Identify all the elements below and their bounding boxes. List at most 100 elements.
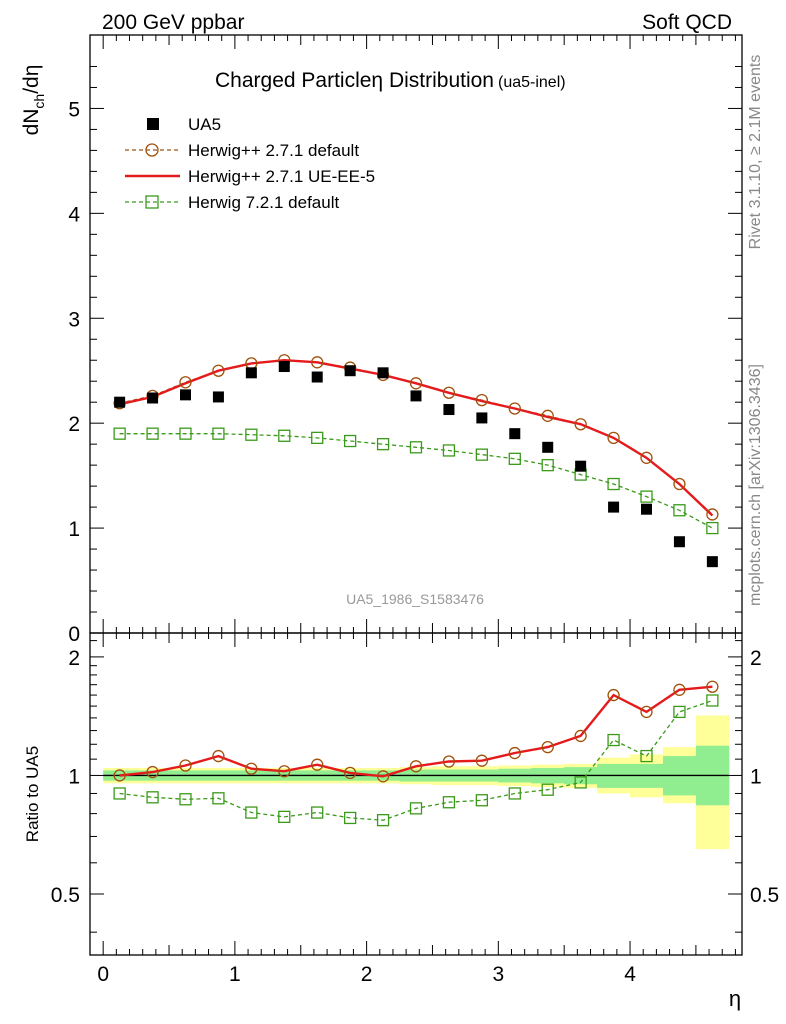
ratio-herwigpp-default-point bbox=[706, 680, 719, 693]
ratio-herwig721-point bbox=[574, 776, 587, 789]
chart-title-symbol: η bbox=[371, 69, 383, 92]
x-tick-label: 1 bbox=[229, 963, 241, 986]
ratio-herwig721-point bbox=[179, 793, 192, 806]
bottom-y-tick-labels-right: 0.5 1 2 bbox=[750, 647, 779, 907]
bottom-axis-ticks bbox=[90, 633, 742, 955]
top-herwig721-line bbox=[119, 433, 713, 529]
top-herwig721-point bbox=[179, 427, 192, 440]
rivet-label: Rivet 3.1.10, ≥ 2.1M events bbox=[747, 55, 764, 250]
top-herwig721-point bbox=[706, 521, 719, 535]
ratio-herwig721-point bbox=[278, 810, 291, 824]
top-y-tick-label: 5 bbox=[68, 98, 80, 121]
chart-title-suffix: (ua5-inel) bbox=[498, 74, 566, 91]
bottom-y-tick-label-right: 0.5 bbox=[750, 884, 779, 907]
legend-marker-ua5 bbox=[147, 118, 159, 130]
ratio-herwigpp-default-point bbox=[245, 762, 258, 775]
ratio-herwig721-point bbox=[442, 796, 456, 809]
legend-label-herwigpp-default: Herwig++ 2.7.1 default bbox=[188, 141, 359, 160]
top-herwig721-point bbox=[278, 429, 291, 442]
legend-label-herwig721: Herwig 7.2.1 default bbox=[188, 193, 339, 212]
top-herwigpp-default-point bbox=[541, 409, 554, 422]
ratio-herwig721-point bbox=[212, 792, 225, 805]
ratio-herwig721-point bbox=[607, 733, 620, 747]
ua5-data-point bbox=[344, 365, 356, 377]
ratio-herwigpp-default-point bbox=[541, 740, 554, 754]
top-herwigpp-default-point bbox=[706, 508, 719, 521]
ratio-herwigpp-default-point bbox=[508, 746, 521, 760]
ratio-herwigpp-default-point bbox=[278, 765, 291, 778]
ratio-herwigpp-default-point bbox=[673, 683, 686, 696]
legend-label-herwigpp-ueee5: Herwig++ 2.7.1 UE-EE-5 bbox=[188, 167, 375, 186]
top-herwigpp-default-point bbox=[640, 451, 653, 464]
ratio-herwig721-point bbox=[508, 787, 521, 800]
top-ylabel-tail: /dη bbox=[20, 65, 43, 94]
header-right: Soft QCD bbox=[642, 11, 732, 34]
ratio-herwigpp-ueee5-line bbox=[119, 685, 713, 778]
ua5-data-point bbox=[673, 536, 685, 548]
legend-marker-herwigpp-default bbox=[145, 143, 159, 157]
ratio-panel bbox=[89, 632, 743, 956]
x-tick-label: 2 bbox=[361, 963, 373, 986]
ua5-data-point bbox=[147, 392, 159, 404]
ratio-herwig721-point bbox=[409, 802, 423, 815]
ratio-herwigpp-default-point bbox=[376, 770, 390, 783]
top-herwig721-point bbox=[508, 452, 521, 465]
ua5-data-point bbox=[706, 556, 718, 568]
legend-marker-herwig721 bbox=[145, 195, 159, 209]
ua5-data-point bbox=[278, 361, 290, 373]
chart-title: Charged Particleη Distribution (ua5-inel) bbox=[215, 69, 566, 92]
legend: UA5 Herwig++ 2.7.1 default Herwig++ 2.7.… bbox=[125, 115, 375, 212]
x-tick-label: 4 bbox=[624, 963, 636, 986]
ua5-data-point bbox=[179, 389, 191, 401]
top-axis-ticks bbox=[90, 35, 742, 634]
ratio-bands bbox=[103, 715, 730, 850]
x-tick-labels: 0 1 2 3 4 bbox=[97, 963, 636, 986]
bottom-y-tick-label-right: 1 bbox=[750, 765, 762, 788]
ua5-data-point bbox=[542, 441, 554, 453]
bottom-ylabel: Ratio to UA5 bbox=[23, 746, 42, 842]
top-herwigpp-default-point bbox=[574, 418, 587, 431]
top-herwigpp-default-point bbox=[673, 477, 686, 491]
top-herwig721-point bbox=[541, 458, 554, 472]
ratio-herwig721-point bbox=[245, 806, 258, 819]
bottom-y-tick-labels: 0.5 1 2 bbox=[51, 647, 80, 907]
ratio-herwig721-point bbox=[541, 783, 554, 796]
ratio-herwigpp-default-point bbox=[640, 705, 653, 719]
top-herwig721-point bbox=[343, 434, 357, 448]
top-herwigpp-default-point bbox=[179, 376, 192, 389]
top-herwigpp-default-point bbox=[475, 393, 489, 407]
top-herwig721-point bbox=[409, 441, 423, 454]
top-herwigpp-default-point bbox=[311, 356, 324, 369]
top-herwig721-point bbox=[113, 427, 126, 440]
bottom-y-tick-label: 1 bbox=[68, 765, 80, 788]
top-herwig721-point bbox=[640, 490, 653, 503]
ratio-herwigpp-default-point bbox=[574, 729, 587, 743]
chart-title-main: Charged Particle bbox=[215, 69, 371, 92]
top-herwigpp-default-point bbox=[442, 386, 456, 399]
ua5-data-point bbox=[575, 460, 587, 472]
chart-title-tail: Distribution bbox=[383, 69, 494, 92]
legend-label-ua5: UA5 bbox=[188, 115, 221, 134]
ratio-herwig721-point bbox=[706, 694, 719, 707]
ratio-herwig721-point bbox=[343, 811, 357, 825]
ratio-herwig721-point bbox=[146, 791, 159, 804]
ua5-data-point bbox=[443, 404, 455, 416]
top-herwigpp-default-point bbox=[607, 431, 620, 445]
top-herwig721-point bbox=[376, 438, 390, 451]
main-panel: 0 1 2 3 4 5 bbox=[68, 34, 743, 646]
ua5-data-point bbox=[377, 367, 389, 379]
bottom-y-tick-label: 0.5 bbox=[51, 884, 80, 907]
ua5-data-point bbox=[608, 501, 620, 513]
top-y-tick-labels: 0 1 2 3 4 5 bbox=[68, 98, 80, 646]
x-tick-label: 0 bbox=[97, 963, 109, 986]
top-herwig721-point bbox=[245, 428, 258, 441]
ua5-data-point bbox=[245, 367, 257, 379]
top-herwig721-point bbox=[607, 477, 620, 491]
ratio-herwig721-point bbox=[640, 749, 653, 763]
top-ylabel-base: dN bbox=[20, 109, 43, 136]
ratio-herwig721-point bbox=[311, 806, 324, 819]
x-axis-label: η bbox=[729, 986, 741, 1011]
top-y-tick-label: 2 bbox=[68, 413, 80, 436]
header-left: 200 GeV ppbar bbox=[102, 11, 244, 34]
ratio-herwigpp-default-point bbox=[475, 754, 489, 767]
